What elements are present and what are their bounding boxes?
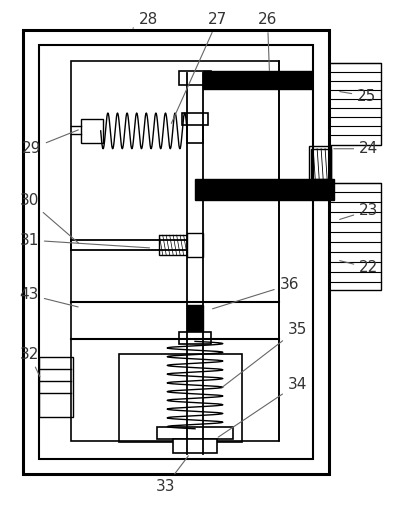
- Bar: [195, 179, 334, 201]
- Bar: [173, 439, 217, 453]
- Text: 30: 30: [19, 193, 79, 243]
- Bar: [39, 357, 73, 417]
- Text: 29: 29: [21, 130, 78, 156]
- Bar: [311, 149, 331, 179]
- Bar: [119, 354, 242, 442]
- Bar: [309, 146, 331, 184]
- Text: 43: 43: [19, 287, 78, 307]
- Bar: [187, 305, 203, 336]
- Text: 35: 35: [222, 322, 307, 387]
- Bar: [187, 233, 203, 257]
- Bar: [182, 113, 208, 125]
- Text: 32: 32: [19, 347, 40, 377]
- Text: 31: 31: [19, 233, 150, 248]
- Text: 34: 34: [218, 377, 307, 437]
- Text: 36: 36: [212, 277, 299, 309]
- Bar: [329, 183, 381, 290]
- Bar: [157, 427, 233, 439]
- Text: 24: 24: [334, 141, 378, 156]
- Bar: [81, 119, 103, 143]
- Text: 25: 25: [340, 89, 376, 104]
- Text: 27: 27: [172, 12, 227, 123]
- Bar: [39, 45, 313, 459]
- Bar: [329, 63, 381, 145]
- Bar: [179, 71, 211, 85]
- Bar: [23, 30, 329, 474]
- Bar: [187, 119, 203, 143]
- Bar: [203, 71, 312, 89]
- Text: 22: 22: [340, 261, 378, 275]
- Bar: [71, 62, 279, 441]
- Text: 33: 33: [156, 456, 189, 494]
- Text: 28: 28: [133, 12, 158, 28]
- Text: 26: 26: [258, 12, 277, 71]
- Text: 23: 23: [340, 203, 378, 219]
- Bar: [179, 332, 211, 345]
- Bar: [159, 235, 187, 255]
